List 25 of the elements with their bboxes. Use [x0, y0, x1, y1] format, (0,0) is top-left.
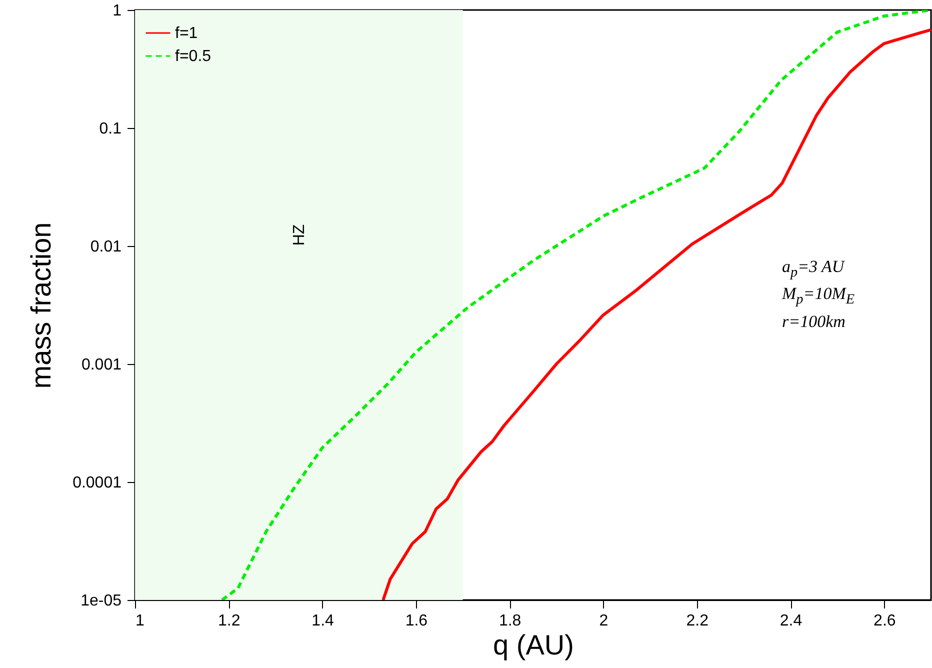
- y-tick-label: 1e-05: [80, 592, 122, 610]
- legend-label: f=1: [175, 25, 198, 42]
- band-label: HZ: [290, 224, 308, 246]
- y-tick-label: 0.0001: [72, 474, 122, 492]
- x-axis-title: q (AU): [493, 630, 574, 660]
- y-tick-label: 0.001: [81, 356, 122, 374]
- x-tick-label: 1.8: [498, 612, 522, 630]
- x-tick-label: 1.4: [312, 612, 334, 630]
- line-series: [220, 10, 931, 600]
- line-series: [382, 28, 931, 600]
- annotation: r=100km: [782, 310, 846, 333]
- x-tick-label: 2: [599, 612, 608, 630]
- x-tick-label: 1.6: [405, 612, 428, 630]
- x-tick-label: 2.4: [780, 612, 802, 630]
- x-tick-label: 1.2: [218, 612, 240, 630]
- y-tick-label: 0.1: [99, 120, 122, 138]
- annotation: M$_{p}$=10M$_{E}$: [782, 283, 855, 310]
- y-tick-label: 1: [112, 2, 122, 20]
- y-axis-title: mass fraction: [26, 222, 57, 389]
- x-tick-label: 2.2: [686, 612, 709, 630]
- x-tick-label: 1: [136, 612, 144, 630]
- y-tick-label: 0.01: [90, 238, 122, 256]
- x-tick-label: 2.6: [874, 612, 896, 630]
- legend-label: f=0.5: [175, 48, 212, 65]
- annotation: a$_{p}$=3 AU: [782, 256, 846, 282]
